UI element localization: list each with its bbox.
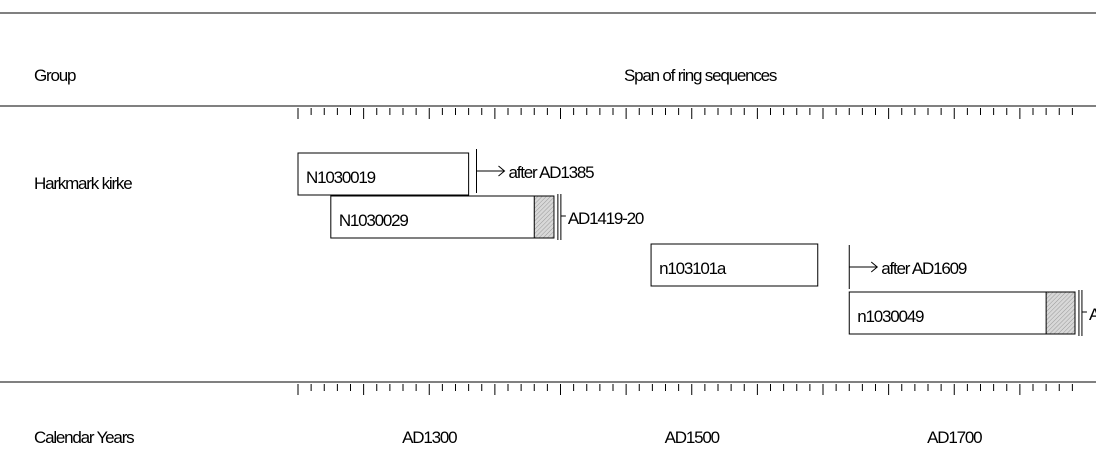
sapwood-hatch: [534, 196, 554, 238]
sequence-bar: [650, 243, 819, 287]
felling-annotation: AD1725-8: [1089, 305, 1096, 324]
after-arrow-head: [870, 261, 879, 273]
sequence-label: N1030019: [306, 168, 376, 187]
x-axis-label: Calendar Years: [34, 428, 134, 447]
sequence-N1030019: N1030019 after AD1385: [297, 149, 595, 196]
sequence-bars: N1030019 after AD1385 N1030029 AD1419-20 n10…: [297, 149, 1096, 336]
sequence-bar: [330, 195, 555, 239]
sequence-n103101a: n103101a: [650, 243, 819, 287]
after-annotation: after AD1609: [881, 259, 967, 278]
sequence-bar: [848, 291, 1076, 335]
span-column-header: Span of ring sequences: [624, 66, 777, 85]
sequence-n1030049: n1030049 AD1725-8: [848, 290, 1096, 336]
sequence-label: n1030049: [857, 307, 924, 326]
x-tick-label: AD1700: [927, 428, 982, 447]
after-arrow-head: [498, 165, 506, 177]
bottom-tick-ruler: [297, 384, 1073, 395]
sequence-N1030029: N1030029 AD1419-20: [330, 194, 645, 240]
felling-annotation: AD1419-20: [568, 209, 644, 228]
top-tick-ruler: [297, 108, 1073, 119]
after-annotation: after AD1385: [509, 163, 595, 182]
sapwood-hatch: [1046, 292, 1075, 334]
x-tick-labels: AD1300 AD1500 AD1700: [402, 428, 983, 447]
group-column-header: Group: [34, 66, 76, 85]
x-tick-label: AD1500: [665, 428, 720, 447]
sequence-label: N1030029: [339, 211, 409, 230]
group-name: Harkmark kirke: [34, 174, 132, 193]
sequence-label: n103101a: [659, 259, 727, 278]
sequence-bar: [297, 152, 470, 196]
sequence-after-marker-n103101a: after AD1609: [848, 245, 968, 289]
x-tick-label: AD1300: [402, 428, 457, 447]
